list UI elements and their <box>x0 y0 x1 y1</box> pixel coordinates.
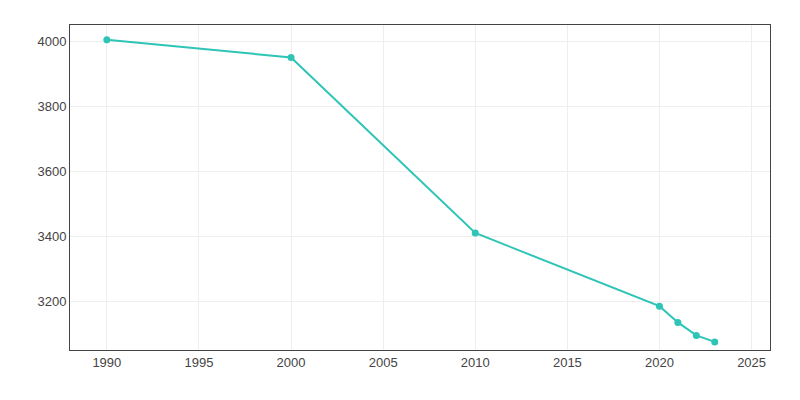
svg-text:2025: 2025 <box>737 355 766 370</box>
svg-text:4000: 4000 <box>37 34 66 49</box>
svg-text:3800: 3800 <box>37 99 66 114</box>
svg-text:3600: 3600 <box>37 164 66 179</box>
svg-text:2010: 2010 <box>461 355 490 370</box>
svg-text:2020: 2020 <box>645 355 674 370</box>
svg-text:3400: 3400 <box>37 229 66 244</box>
svg-text:2015: 2015 <box>553 355 582 370</box>
svg-text:3200: 3200 <box>37 294 66 309</box>
svg-text:2005: 2005 <box>369 355 398 370</box>
svg-text:2000: 2000 <box>277 355 306 370</box>
svg-text:1995: 1995 <box>184 355 213 370</box>
svg-text:1990: 1990 <box>92 355 121 370</box>
